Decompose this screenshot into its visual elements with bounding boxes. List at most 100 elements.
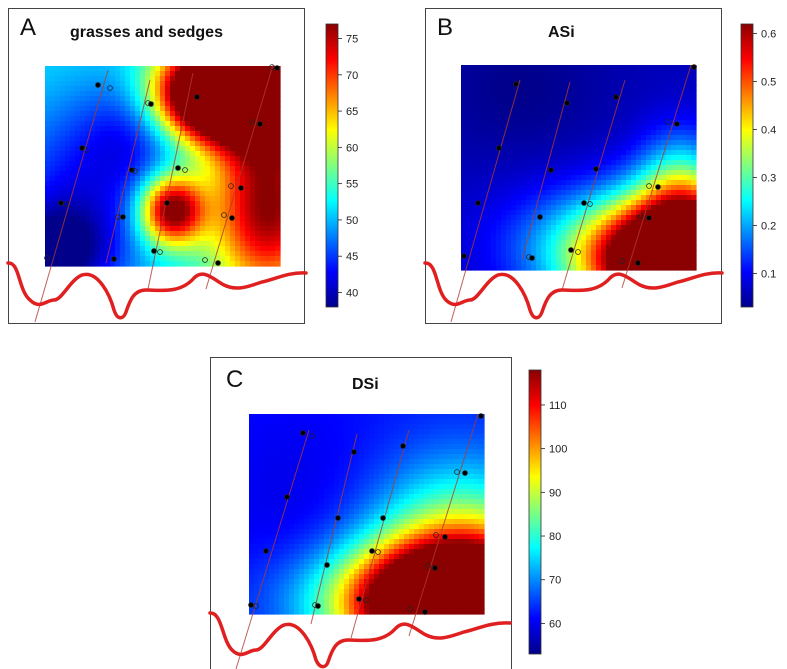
sample-point-a [229, 215, 235, 221]
transect-line-c-4 [408, 413, 479, 637]
sample-point-a [63, 201, 69, 207]
sample-point-c [335, 515, 341, 521]
sample-point-b [613, 94, 619, 100]
sample-point-a [221, 212, 227, 218]
colorbar-tick-label-b: 0.1 [761, 268, 776, 280]
colorbar-tick-label-c: 90 [549, 487, 561, 499]
transect-line-b-2 [521, 81, 571, 261]
sample-point-a [83, 147, 89, 153]
colorbar-c [528, 369, 542, 655]
transect-line-a-1 [34, 69, 109, 323]
sample-point-b [537, 214, 543, 220]
sample-point-b [674, 121, 680, 127]
heatmap-surface-b [461, 65, 697, 271]
sample-point-a [274, 65, 280, 71]
sample-point-b [691, 64, 697, 70]
sample-point-b [568, 247, 574, 253]
sample-point-c [433, 532, 439, 538]
colorbar-tick-label-a: 65 [346, 106, 358, 118]
sample-point-a [148, 101, 154, 107]
sample-point-b [581, 200, 587, 206]
sample-point-a [202, 257, 208, 263]
sample-point-a [164, 200, 170, 206]
panel-b-letter: B [437, 14, 454, 41]
coastline-c [208, 611, 512, 669]
sample-point-a [175, 165, 181, 171]
sample-point-b [646, 183, 652, 189]
sample-point-b [638, 213, 644, 219]
sample-point-a [151, 248, 157, 254]
colorbar-tick-label-a: 40 [346, 287, 358, 299]
sample-point-a [111, 256, 117, 262]
panel-a-letter: A [20, 14, 37, 41]
transect-line-b-3 [561, 79, 626, 291]
colorbar-tick-label-b: 0.6 [761, 29, 776, 41]
sample-point-c [369, 548, 375, 554]
transect-line-a-2 [105, 79, 151, 264]
coastline-a [6, 261, 308, 320]
colorbar-a [325, 23, 339, 308]
sample-point-c [309, 433, 315, 439]
sample-point-c [248, 602, 254, 608]
colorbar-tick-label-b: 0.5 [761, 77, 776, 89]
sample-point-c [454, 469, 460, 475]
sample-point-c [315, 603, 321, 609]
sample-point-a [95, 82, 101, 88]
sample-point-c [380, 515, 386, 521]
sample-point-c [263, 548, 269, 554]
colorbar-tick-label-b: 0.3 [761, 172, 776, 184]
sample-point-c [351, 449, 357, 455]
sample-point-a [44, 255, 50, 261]
colorbar-tick-label-c: 70 [549, 575, 561, 587]
sample-point-b [635, 260, 641, 266]
colorbar-tick-label-a: 50 [346, 215, 358, 227]
sample-point-a [215, 260, 221, 266]
colorbar-tick-label-a: 70 [346, 70, 358, 82]
sample-point-b [575, 249, 581, 255]
sample-point-c [284, 494, 290, 500]
sample-point-c [300, 430, 306, 436]
sample-point-a [132, 168, 138, 174]
sample-point-a [107, 85, 113, 91]
sample-point-a [238, 185, 244, 191]
colorbar-tick-label-c: 100 [549, 444, 567, 456]
sample-point-b [461, 253, 467, 259]
heatmap-surface-a [45, 66, 281, 267]
sample-point-b [593, 166, 599, 172]
sample-point-c [324, 562, 330, 568]
sample-point-a [157, 249, 163, 255]
sample-point-b [496, 145, 502, 151]
colorbar-b [740, 23, 754, 308]
transect-line-c-1 [235, 429, 310, 669]
panel-c-title: DSi [352, 376, 379, 393]
sample-point-b [655, 184, 661, 190]
sample-point-a [120, 214, 126, 220]
sample-point-c [478, 413, 484, 419]
sample-point-c [422, 609, 428, 615]
colorbar-tick-label-a: 75 [346, 34, 358, 46]
sample-point-c [462, 470, 468, 476]
sample-point-b [619, 258, 625, 264]
sample-point-a [228, 183, 234, 189]
heatmap-surface-c [249, 414, 485, 615]
sample-point-a [182, 167, 188, 173]
colorbar-tick-label-a: 60 [346, 142, 358, 154]
sample-point-b [646, 215, 652, 221]
colorbar-tick-label-a: 45 [346, 251, 358, 263]
transect-line-b-1 [450, 79, 521, 323]
sample-point-b [475, 200, 481, 206]
colorbar-tick-label-c: 110 [549, 400, 567, 412]
sample-point-a [194, 94, 200, 100]
panel-c-letter: C [226, 366, 244, 393]
sample-point-b [665, 119, 671, 125]
sample-point-b [564, 100, 570, 106]
sample-point-a [58, 200, 64, 206]
sample-point-c [400, 443, 406, 449]
transect-line-b-4 [621, 64, 692, 289]
sample-point-c [442, 534, 448, 540]
sample-point-c [375, 549, 381, 555]
colorbar-tick-label-a: 55 [346, 179, 358, 191]
sample-point-a [257, 121, 263, 127]
colorbar-tick-label-c: 60 [549, 618, 561, 630]
